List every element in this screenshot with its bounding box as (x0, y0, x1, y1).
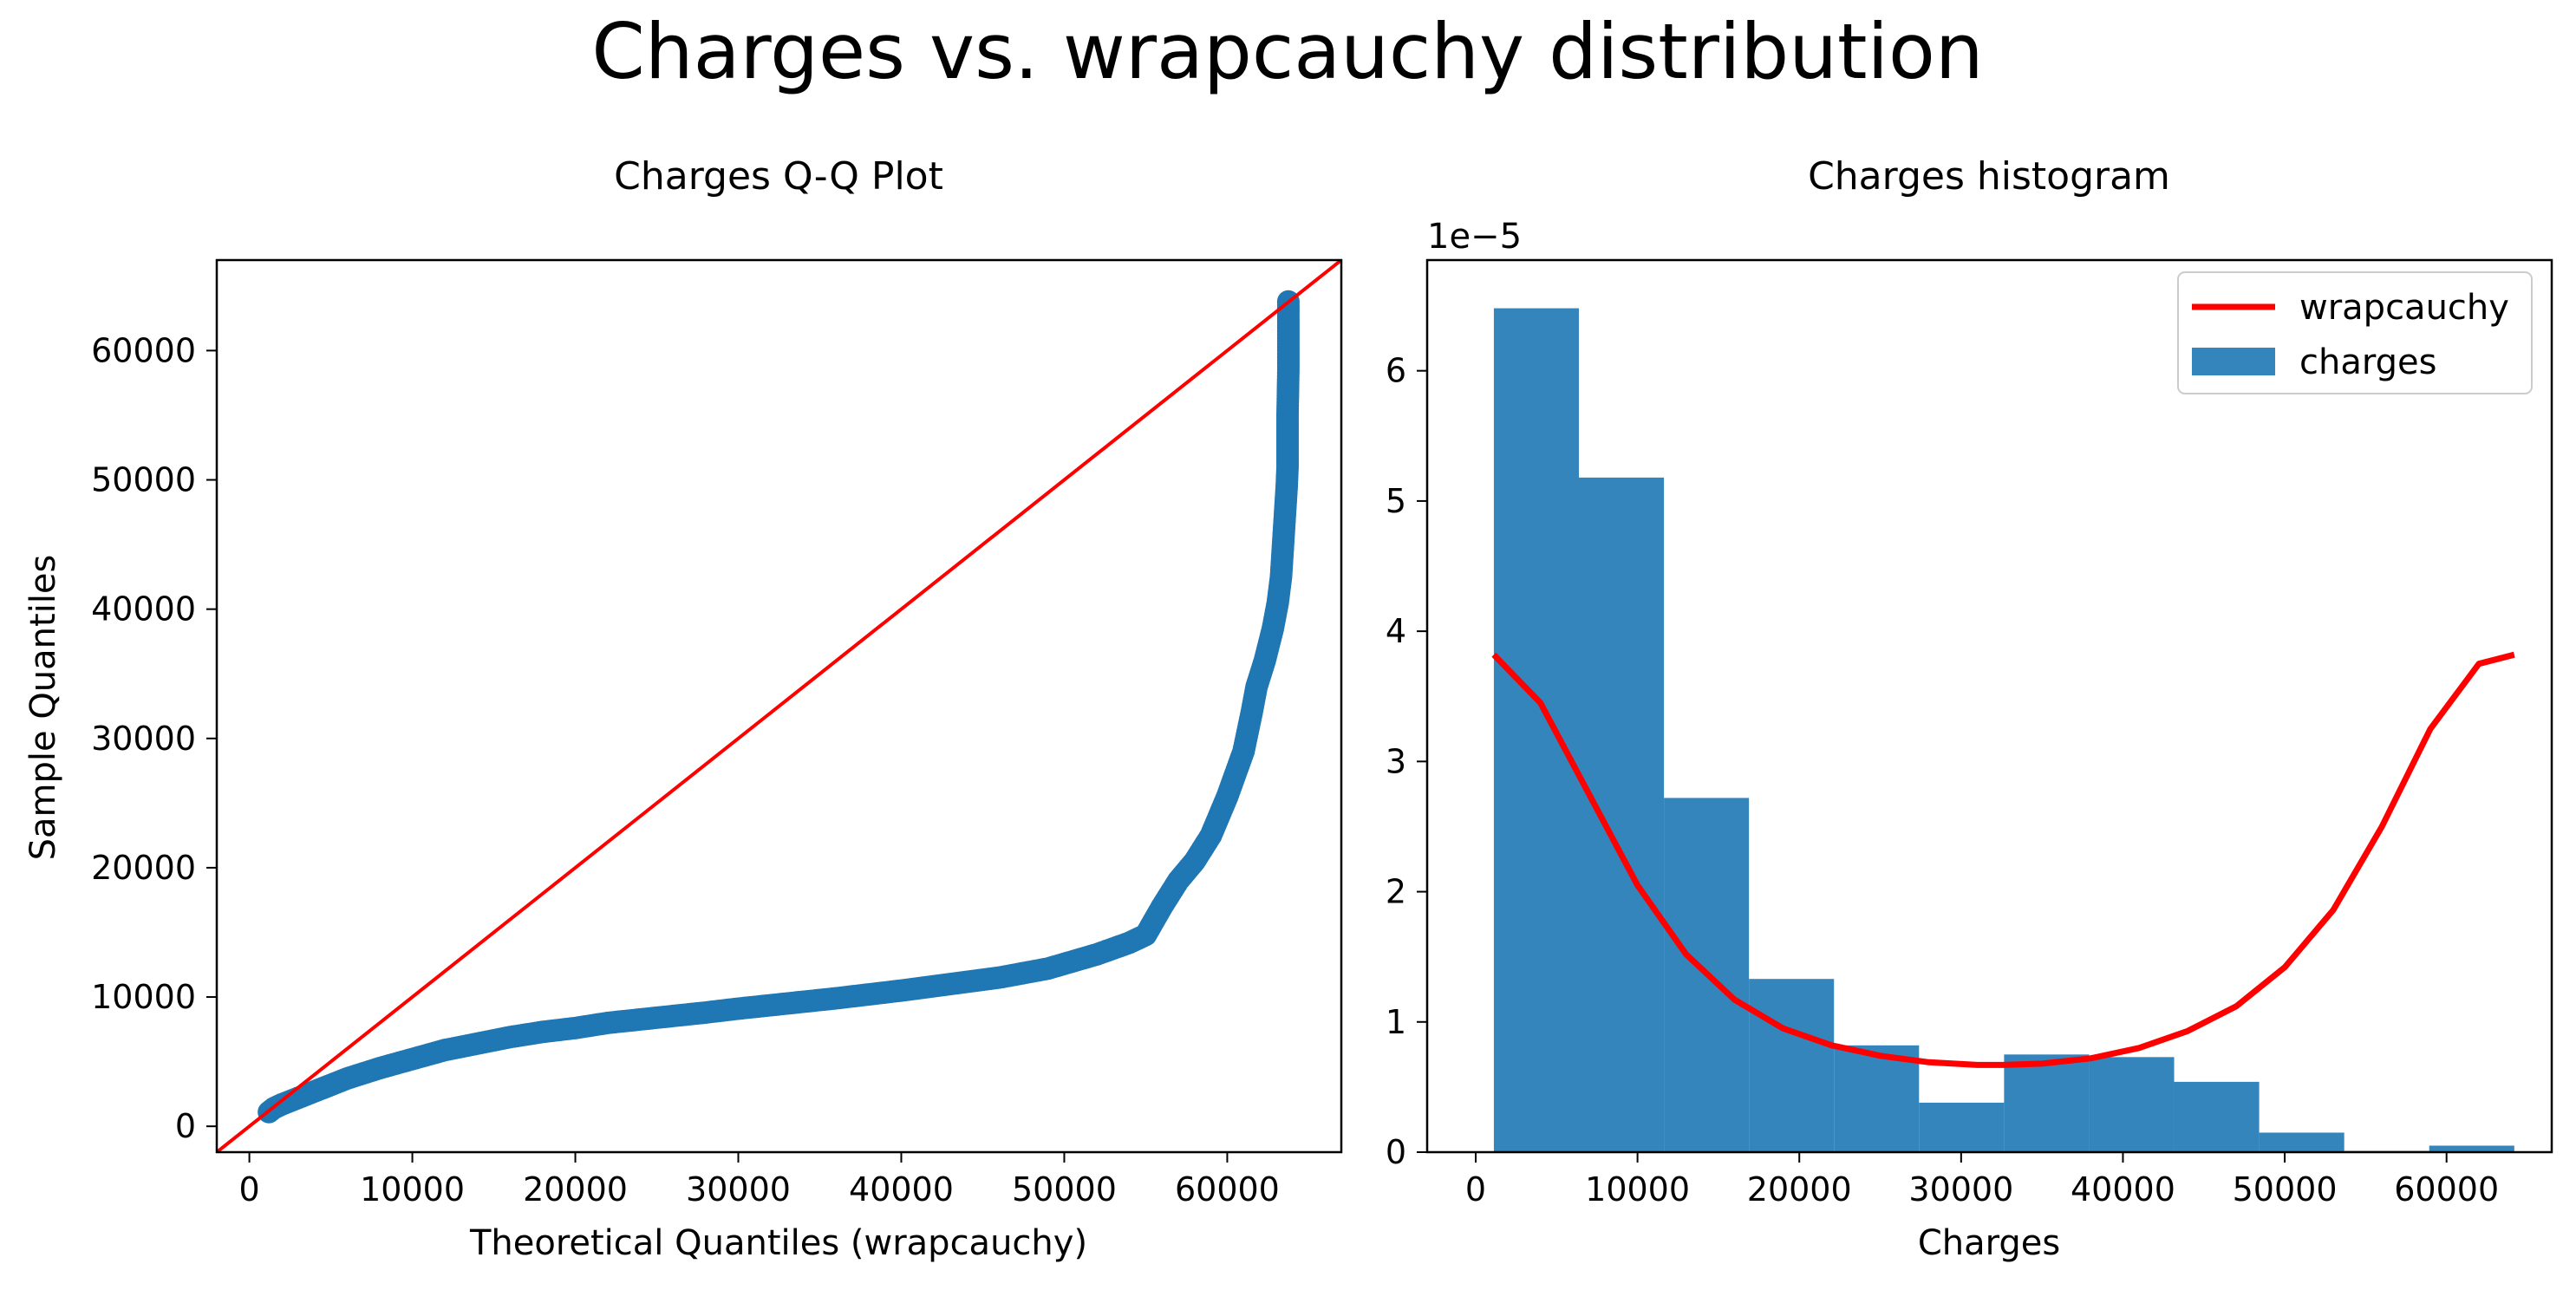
histogram-bar (2259, 1132, 2344, 1152)
histogram-title: Charges histogram (1808, 154, 2170, 199)
legend: wrapcauchy charges (2177, 271, 2533, 394)
qq-x-tick-label: 20000 (523, 1170, 628, 1209)
histogram-bar (2089, 1057, 2175, 1152)
histogram-bar (1919, 1102, 2005, 1152)
qq-y-axis: 0 10000 20000 30000 40000 50000 60000 (91, 331, 217, 1145)
legend-charges-label: charges (2299, 342, 2436, 382)
qq-x-tick-label: 50000 (1012, 1170, 1117, 1209)
histogram-frame (1425, 258, 2553, 1154)
histogram-y-offset-label: 1e−5 (1427, 217, 1522, 257)
histogram-x-tick-label: 0 (1465, 1170, 1486, 1209)
histogram-x-tick-label: 40000 (2071, 1170, 2175, 1209)
histogram-y-tick-label: 1 (1386, 1003, 1406, 1041)
histogram-bar (1493, 308, 1579, 1152)
histogram-x-tick-label: 30000 (1908, 1170, 2013, 1209)
histogram-x-axis-label: Charges (1918, 1223, 2060, 1263)
qq-plot-area (217, 260, 1341, 1152)
histogram-x-axis: 0 10000 20000 30000 40000 50000 60000 (1465, 1152, 2499, 1209)
qq-points (258, 290, 1300, 1124)
histogram-x-tick-label: 50000 (2233, 1170, 2338, 1209)
qq-plot-frame (215, 258, 1343, 1154)
legend-charges-swatch (2192, 348, 2275, 375)
histogram-y-axis: 0 1 2 3 4 5 6 (1386, 352, 1427, 1171)
histogram-x-tick-label: 20000 (1747, 1170, 1852, 1209)
qq-x-tick-label: 10000 (360, 1170, 465, 1209)
histogram-y-tick-label: 0 (1386, 1133, 1406, 1171)
histogram-y-tick-label: 4 (1386, 612, 1406, 650)
qq-y-tick-label: 60000 (91, 331, 196, 369)
qq-x-tick-label: 40000 (849, 1170, 954, 1209)
histogram-y-tick-label: 6 (1386, 352, 1406, 390)
histogram-plot-area (1491, 308, 2515, 1152)
qq-y-tick-label: 0 (175, 1107, 196, 1145)
histogram-bar (1578, 477, 1665, 1152)
qq-x-tick-label: 60000 (1175, 1170, 1280, 1209)
histogram-bar (2004, 1054, 2090, 1152)
histogram-y-tick-label: 2 (1386, 873, 1406, 911)
histogram-x-tick-label: 10000 (1585, 1170, 1690, 1209)
histogram-bar (1749, 979, 1835, 1152)
qq-x-tick-label: 30000 (686, 1170, 791, 1209)
qq-plot-panel: Charges Q-Q Plot 0 10000 20000 30000 40000 50… (23, 154, 1343, 1263)
histogram-bar (1834, 1045, 1920, 1152)
histogram-y-tick-label: 3 (1386, 742, 1406, 780)
histogram-y-tick-label: 5 (1386, 482, 1406, 520)
qq-x-axis: 0 10000 20000 30000 40000 50000 60000 (239, 1152, 1280, 1209)
histogram-bar (2429, 1145, 2514, 1152)
wrapcauchy-pdf-line (1491, 651, 2515, 1068)
qq-y-axis-label: Sample Quantiles (23, 555, 63, 861)
histogram-bars (1493, 308, 2514, 1152)
qq-x-tick-label: 0 (239, 1170, 260, 1209)
qq-x-axis-label: Theoretical Quantiles (wrapcauchy) (469, 1223, 1087, 1263)
qq-y-tick-label: 40000 (91, 590, 196, 629)
qq-reference-line (217, 260, 1341, 1152)
histogram-x-tick-label: 60000 (2394, 1170, 2499, 1209)
histogram-bar (2174, 1081, 2260, 1152)
qq-y-tick-label: 20000 (91, 849, 196, 887)
qq-plot-title: Charges Q-Q Plot (614, 154, 943, 199)
legend-wrapcauchy-label: wrapcauchy (2299, 288, 2509, 328)
qq-y-tick-label: 10000 (91, 978, 196, 1016)
qq-y-tick-label: 50000 (91, 461, 196, 499)
figure-title: Charges vs. wrapcauchy distribution (591, 7, 1983, 96)
histogram-panel: Charges histogram 1e−5 0 10000 20000 30000 4… (1386, 154, 2553, 1263)
qq-y-tick-label: 30000 (91, 720, 196, 758)
